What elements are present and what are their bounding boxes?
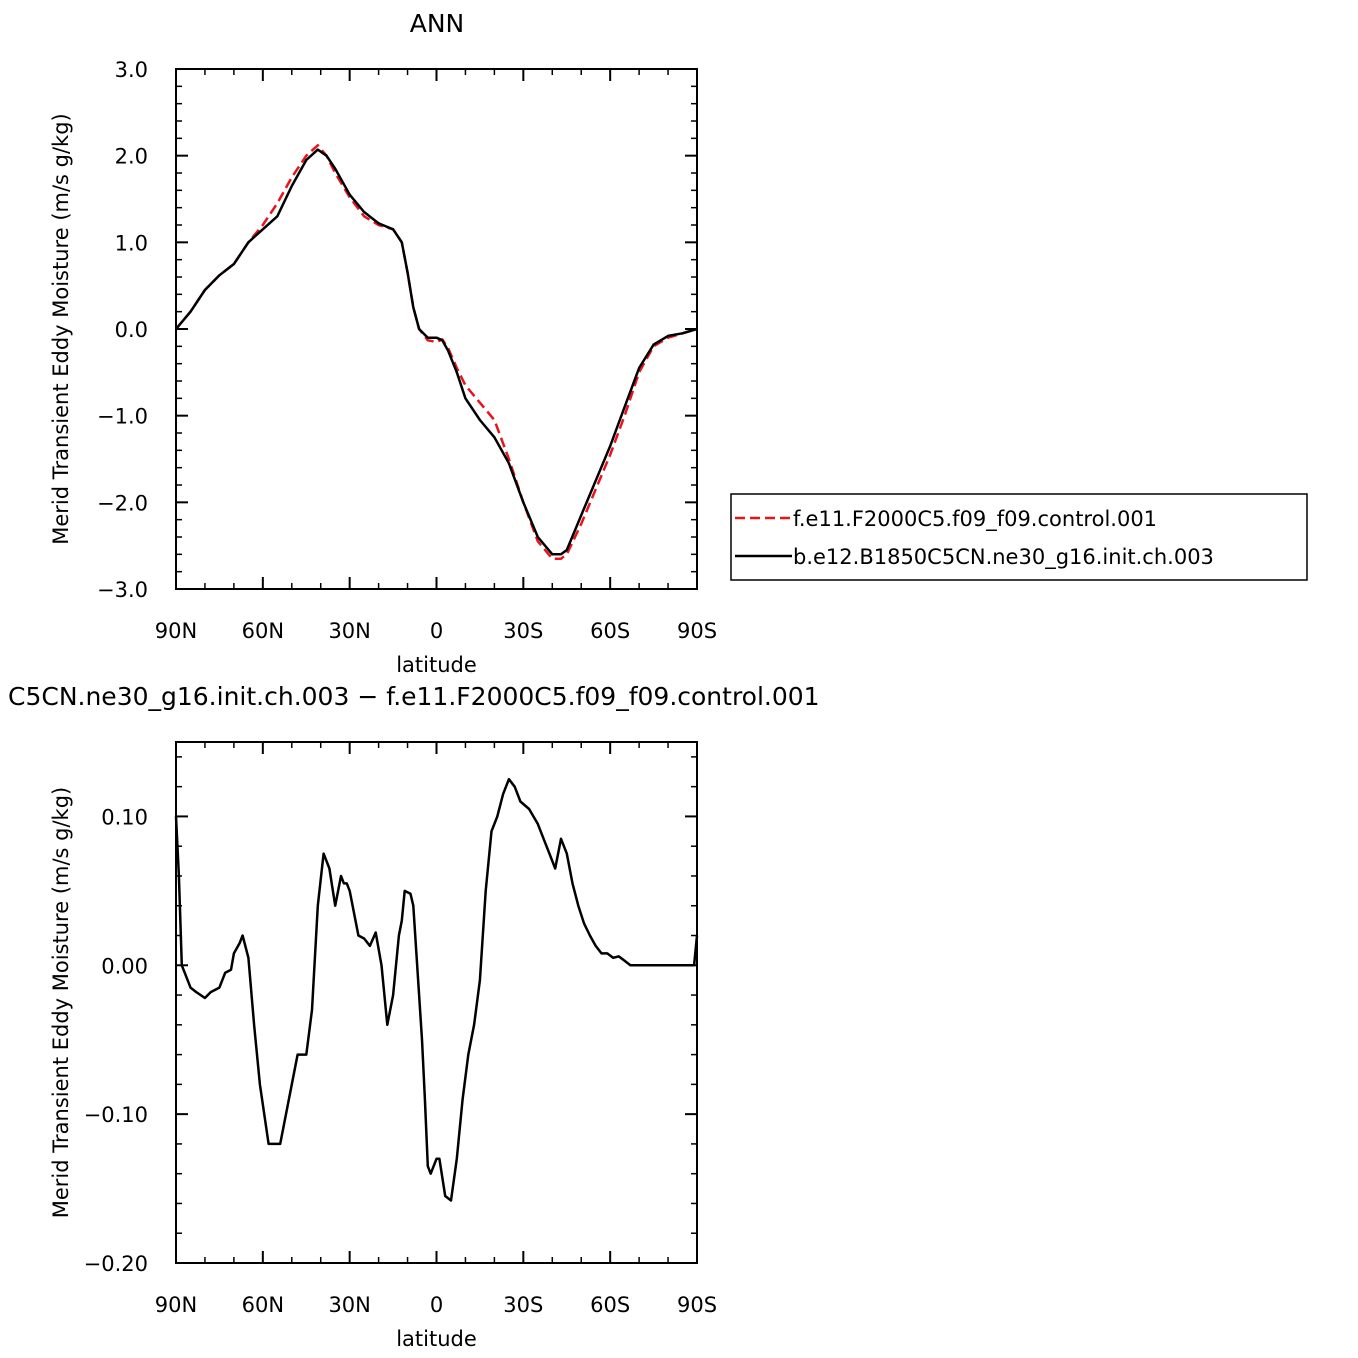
y-tick-label: −1.0 — [97, 405, 148, 429]
plot-frame — [175, 741, 698, 1264]
x-tick-label: 60S — [590, 619, 630, 643]
y-tick-label: 0.00 — [101, 954, 148, 978]
plot-frame — [175, 68, 698, 590]
x-tick-label: 90N — [155, 619, 197, 643]
x-tick-label: 90N — [155, 1293, 197, 1317]
y-tick-label: 3.0 — [115, 58, 148, 82]
x-tick-label: 30S — [503, 1293, 543, 1317]
x-tick-label: 60N — [242, 619, 284, 643]
legend-label-1: f.e11.F2000C5.f09_f09.control.001 — [793, 507, 1157, 532]
x-axis-label: latitude — [396, 653, 477, 677]
x-tick-label: 90S — [677, 1293, 717, 1317]
y-tick-label: 1.0 — [115, 231, 148, 255]
legend-label-2: b.e12.B1850C5CN.ne30_g16.init.ch.003 — [793, 545, 1214, 570]
y-tick-label: −3.0 — [97, 578, 148, 602]
x-tick-label: 0 — [430, 1293, 443, 1317]
series-line-1 — [174, 777, 699, 1202]
chart-title: C5CN.ne30_g16.init.ch.003 − f.e11.F2000C… — [8, 682, 820, 711]
y-tick-label: 0.0 — [115, 318, 148, 342]
y-axis-label: Merid Transient Eddy Moisture (m/s g/kg) — [49, 113, 73, 545]
y-tick-label: 2.0 — [115, 145, 148, 169]
x-tick-label: 0 — [430, 619, 443, 643]
top-panel: ANN 90N 60N 30N 0 30S 60S 90S 3.0 2.0 1.0 0.0 −1.0 −2… — [49, 9, 717, 677]
x-tick-label: 90S — [677, 619, 717, 643]
x-tick-label: 30N — [328, 619, 370, 643]
legend-box — [730, 493, 1308, 581]
series-line-2 — [175, 148, 698, 556]
legend: f.e11.F2000C5.f09_f09.control.001 b.e12.B… — [730, 493, 1308, 581]
x-tick-label: 60S — [590, 1293, 630, 1317]
x-tick-label: 60N — [242, 1293, 284, 1317]
y-tick-label: −0.10 — [84, 1103, 148, 1127]
y-tick-label: −2.0 — [97, 491, 148, 515]
x-tick-label: 30N — [328, 1293, 370, 1317]
series-line-1 — [175, 144, 698, 560]
y-tick-label: 0.10 — [101, 805, 148, 829]
x-tick-label: 30S — [503, 619, 543, 643]
x-axis-label: latitude — [396, 1327, 477, 1351]
y-axis-label: Merid Transient Eddy Moisture (m/s g/kg) — [49, 787, 73, 1219]
chart-title: ANN — [410, 9, 465, 38]
bottom-panel: C5CN.ne30_g16.init.ch.003 − f.e11.F2000C… — [8, 682, 820, 1351]
y-tick-label: −0.20 — [84, 1252, 148, 1276]
